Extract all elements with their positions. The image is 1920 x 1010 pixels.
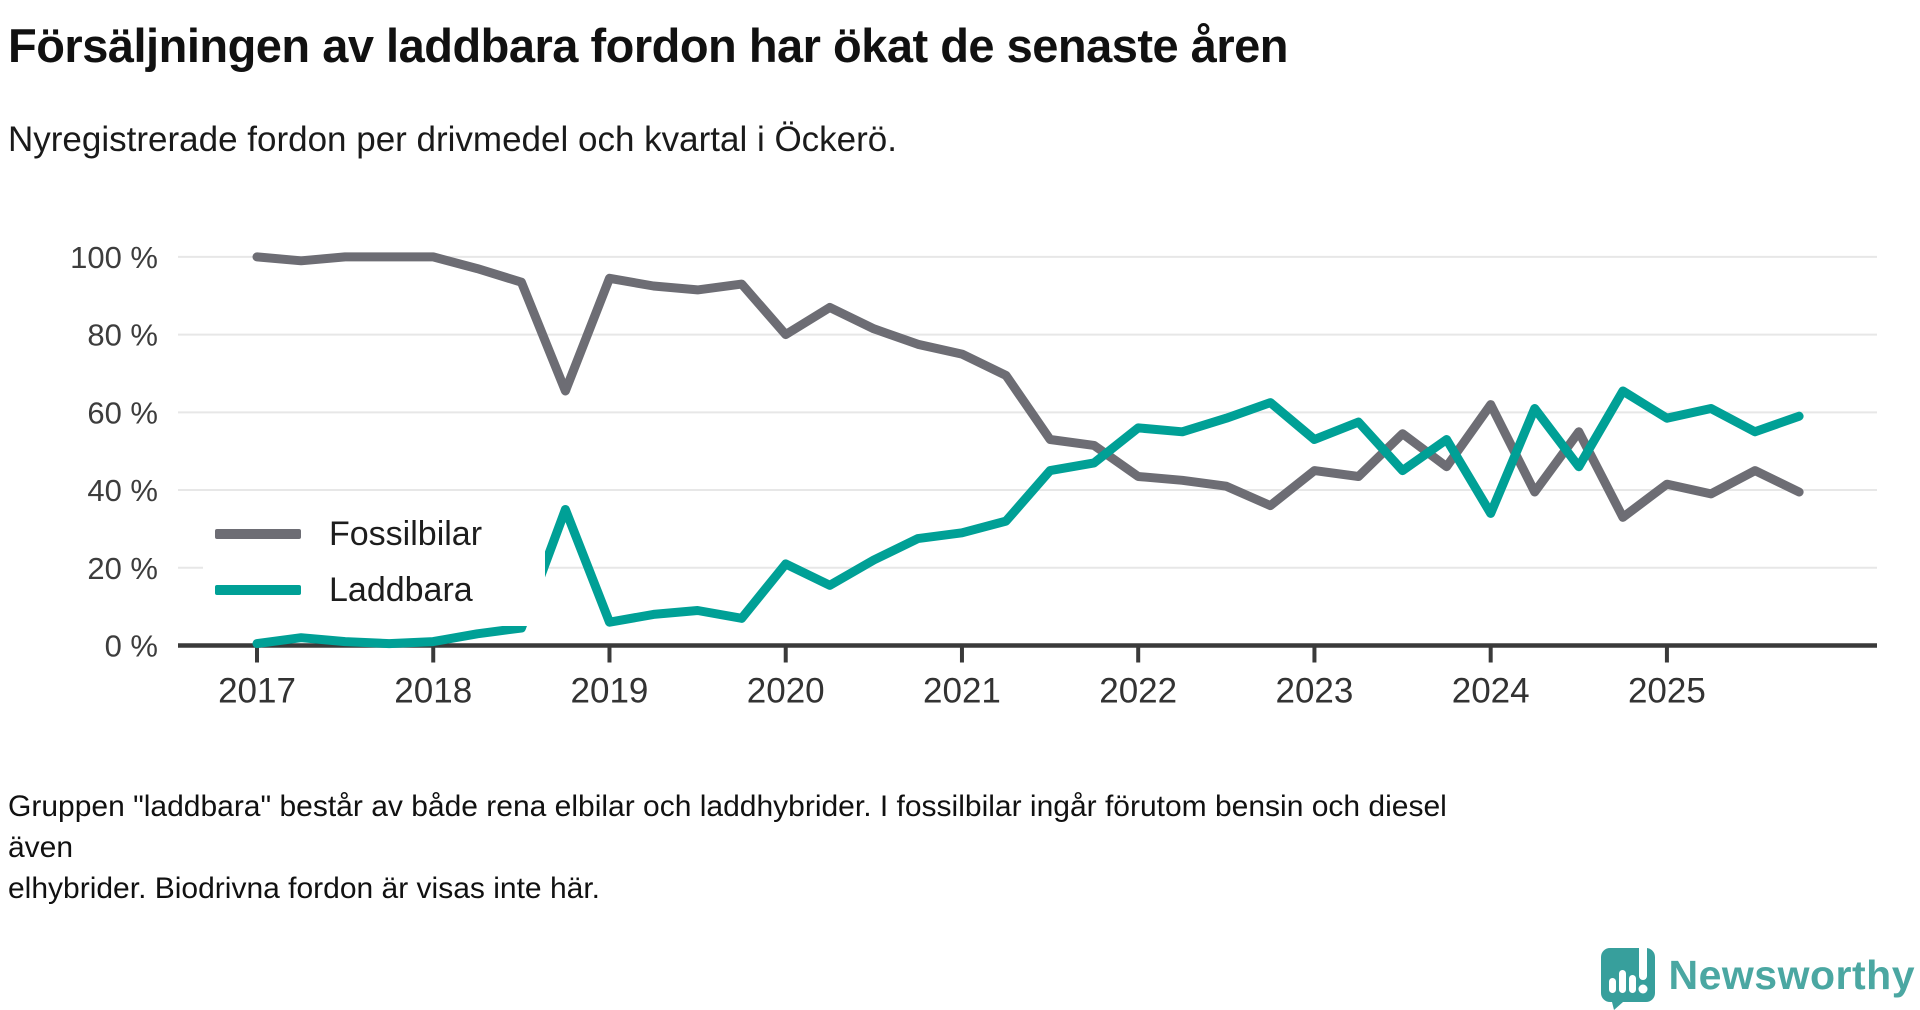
brand-name: Newsworthy: [1668, 951, 1915, 998]
legend-label: Laddbara: [329, 570, 473, 609]
footnote-line-2: elhybrider. Biodrivna fordon är visas in…: [8, 872, 600, 906]
x-axis-year-label: 2025: [1628, 672, 1706, 711]
chart-legend: Fossilbilar Laddbara: [203, 500, 545, 626]
laddbara-line-swatch: [215, 585, 301, 595]
y-axis-tick-label: 0 %: [105, 629, 158, 664]
page-title: Försäljningen av laddbara fordon har öka…: [8, 19, 1289, 72]
newsworthy-branding: Newsworthy: [1597, 940, 1916, 1010]
fossilbilar-line-swatch: [215, 529, 301, 539]
x-axis-year-label: 2022: [1099, 672, 1177, 711]
x-axis-year-label: 2023: [1276, 672, 1354, 711]
x-axis-year-label: 2024: [1452, 672, 1530, 711]
series-line-fossilbilar: [252, 252, 1804, 522]
x-axis-year-label: 2019: [571, 672, 649, 711]
chart-footnote: Gruppen "laddbara" består av både rena e…: [8, 786, 1508, 909]
legend-label: Fossilbilar: [329, 514, 483, 553]
legend-item-fossilbilar: Fossilbilar: [215, 506, 535, 562]
x-axis-year-label: 2017: [218, 672, 296, 711]
newsworthy-bubble-chart-icon: [1600, 940, 1655, 1010]
x-axis-year-label: 2021: [923, 672, 1001, 711]
y-axis-tick-label: 100 %: [70, 240, 158, 275]
y-axis-tick-label: 60 %: [87, 395, 158, 430]
series-line-laddbara: [252, 386, 1804, 649]
legend-item-laddbara: Laddbara: [215, 562, 535, 618]
y-axis-tick-label: 40 %: [87, 473, 158, 508]
footnote-line-1: Gruppen "laddbara" består av både rena e…: [8, 790, 1447, 865]
x-axis-year-label: 2018: [394, 672, 472, 711]
x-axis-year-label: 2020: [747, 672, 825, 711]
y-axis-tick-label: 80 %: [87, 318, 158, 353]
page-subtitle: Nyregistrerade fordon per drivmedel och …: [8, 120, 897, 159]
y-axis-tick-label: 20 %: [87, 551, 158, 586]
